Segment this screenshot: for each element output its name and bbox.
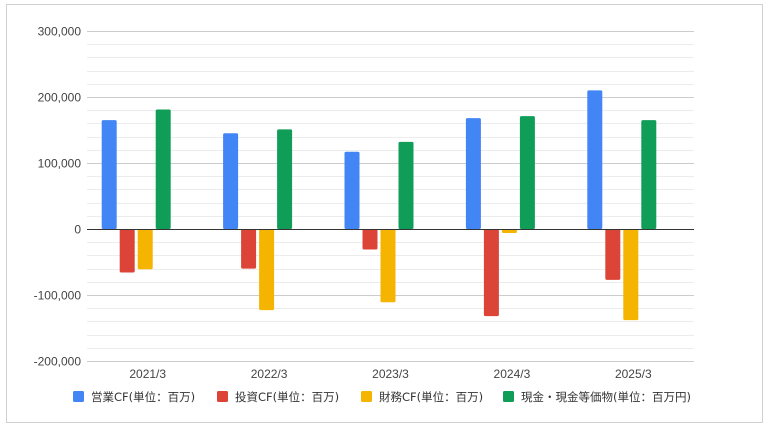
y-tick-label: 200,000 bbox=[38, 91, 82, 105]
x-tick-label: 2024/3 bbox=[494, 367, 531, 381]
x-tick-label: 2021/3 bbox=[129, 367, 166, 381]
bar bbox=[119, 229, 135, 273]
legend-label: 営業CF(単位：百万) bbox=[91, 390, 195, 404]
legend-label: 現金・現金等価物(単位：百万円) bbox=[521, 390, 691, 404]
bar bbox=[380, 229, 396, 303]
x-tick-label: 2025/3 bbox=[615, 367, 652, 381]
bar bbox=[483, 229, 499, 317]
bar bbox=[605, 229, 621, 280]
bar bbox=[101, 120, 117, 229]
y-tick-label: 300,000 bbox=[38, 25, 82, 39]
legend-label: 財務CF(単位：百万) bbox=[379, 390, 483, 404]
y-tick-label: -100,000 bbox=[34, 289, 82, 303]
bar bbox=[465, 118, 481, 229]
bar bbox=[587, 90, 603, 230]
bar bbox=[641, 120, 657, 229]
bars-layer bbox=[101, 90, 657, 321]
bar bbox=[155, 109, 171, 229]
legend-swatch bbox=[73, 391, 84, 402]
bar bbox=[519, 116, 535, 229]
bar bbox=[259, 229, 275, 311]
y-tick-label: -200,000 bbox=[34, 355, 82, 369]
x-tick-label: 2022/3 bbox=[251, 367, 288, 381]
grid-layer bbox=[87, 31, 694, 362]
y-tick-label: 100,000 bbox=[38, 157, 82, 171]
legend-swatch bbox=[361, 391, 372, 402]
x-tick-label: 2023/3 bbox=[372, 367, 409, 381]
bar bbox=[623, 229, 639, 321]
bar bbox=[137, 229, 153, 270]
chart-frame bbox=[6, 4, 763, 423]
bar bbox=[277, 129, 293, 229]
bar bbox=[241, 229, 257, 269]
bar bbox=[362, 229, 378, 250]
legend-label: 投資CF(単位：百万) bbox=[235, 390, 339, 404]
legend: 営業CF(単位：百万) 投資CF(単位：百万) 財務CF(単位：百万) 現金・現金等価… bbox=[73, 390, 691, 404]
bar bbox=[398, 141, 414, 229]
axis-layer: -200,000 -100,000 0 100,000 200,000 300,000 20… bbox=[34, 25, 694, 381]
legend-swatch bbox=[503, 391, 514, 402]
legend-swatch bbox=[217, 391, 228, 402]
bar bbox=[223, 133, 239, 229]
bar bbox=[344, 151, 360, 229]
y-tick-label: 0 bbox=[74, 223, 81, 237]
